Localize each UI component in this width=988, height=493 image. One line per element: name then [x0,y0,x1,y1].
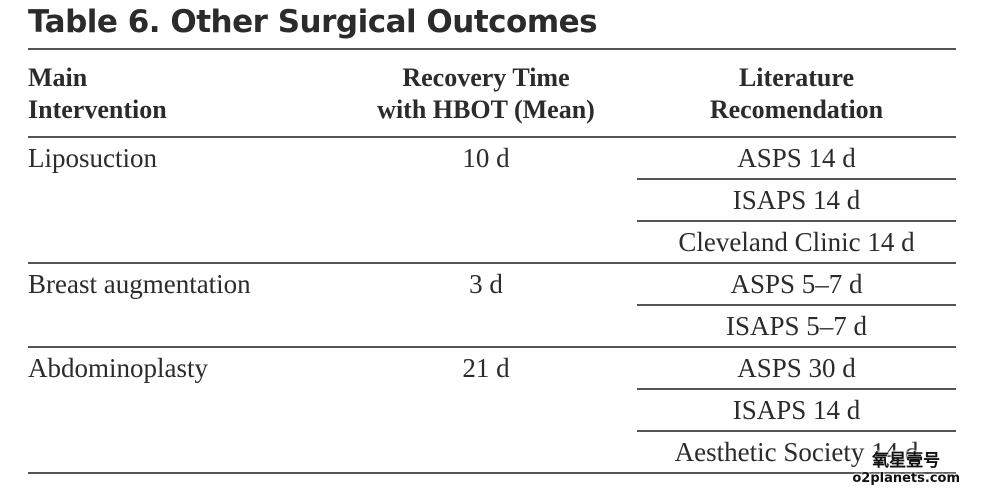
header-main-intervention: Main Intervention [28,48,335,138]
table-row: ISAPS 14 d [28,389,956,432]
site-watermark: 氧星壹号 o2planets.com [852,451,960,487]
literature-cell: ASPS 5–7 d [637,263,956,306]
header-literature-line1: Literature [738,63,855,92]
header-row: Main Intervention Recovery Time with HBO… [28,48,956,138]
watermark-line1: 氧星壹号 [872,451,941,471]
header-recovery-time: Recovery Time with HBOT (Mean) [335,48,637,138]
literature-cell: Aesthetic Society 14 d [637,431,956,474]
table-title: Table 6. Other Surgical Outcomes [28,4,598,40]
header-literature: Literature Recomendation [637,48,956,138]
intervention-cell: Liposuction [28,137,335,264]
table-row: Breast augmentation 3 d ASPS 5–7 d [28,263,956,348]
literature-cell: ASPS 30 d [637,347,956,390]
table-row: Aesthetic Society 14 d [28,431,956,474]
header-recovery-line2: with HBOT (Mean) [377,95,595,124]
table-row: ISAPS 5–7 d [28,305,956,348]
table-row: Abdominoplasty 21 d ASPS 30 d [28,347,956,474]
recovery-cell: 21 d [335,347,637,474]
literature-cell: ISAPS 5–7 d [637,305,956,348]
table-row: ISAPS 14 d [28,179,956,222]
literature-cell: ASPS 14 d [637,137,956,180]
intervention-cell: Breast augmentation [28,263,335,348]
header-main-line1: Main [28,63,88,92]
header-recovery-line1: Recovery Time [402,63,570,92]
recovery-cell: 10 d [335,137,637,264]
literature-cell: ISAPS 14 d [637,389,956,432]
recovery-cell: 3 d [335,263,637,348]
table-row: Liposuction 10 d ASPS 14 d [28,137,956,264]
header-literature-line2: Recomendation [709,95,884,124]
literature-cell: Cleveland Clinic 14 d [637,221,956,264]
literature-cell: ISAPS 14 d [637,179,956,222]
intervention-cell: Abdominoplasty [28,347,335,474]
table-row: Cleveland Clinic 14 d [28,221,956,264]
header-main-line2: Intervention [28,95,167,124]
surgical-outcomes-table: Main Intervention Recovery Time with HBO… [28,48,956,474]
watermark-line2: o2planets.com [852,471,960,486]
